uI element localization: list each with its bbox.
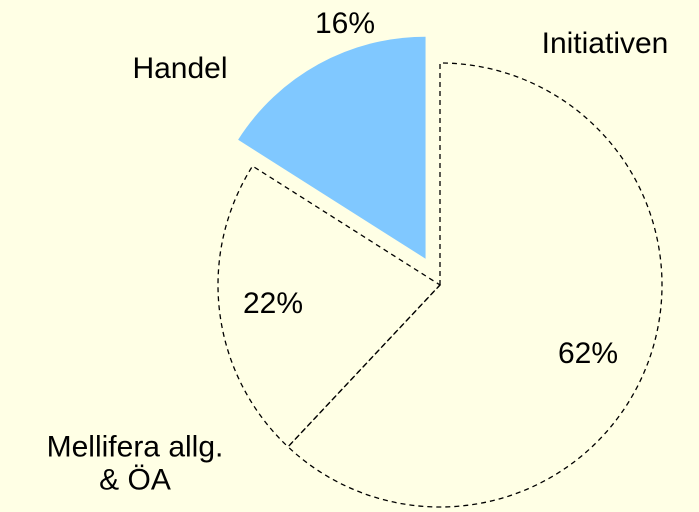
category-label: Mellifera allg. & ÖA	[47, 430, 224, 496]
category-label: Initiativen	[542, 27, 669, 60]
pie-slice	[238, 36, 426, 259]
value-label: 22%	[243, 287, 303, 320]
value-label: 62%	[558, 337, 618, 370]
value-label: 16%	[315, 7, 375, 40]
pie-slice	[217, 165, 442, 448]
pie-slice	[287, 62, 663, 508]
category-label: Handel	[132, 52, 227, 85]
